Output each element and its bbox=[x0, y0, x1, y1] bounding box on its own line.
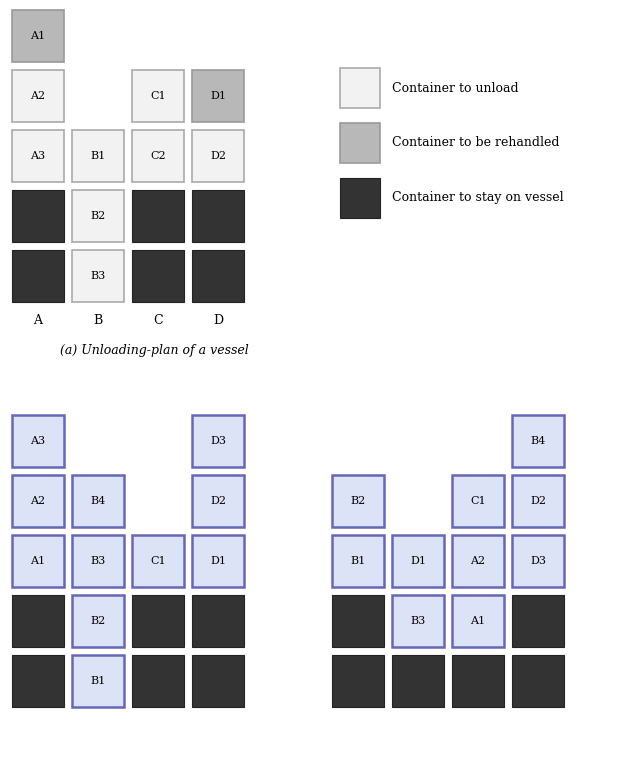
Bar bbox=[192, 655, 244, 707]
Bar bbox=[132, 595, 184, 647]
Text: Container to be rehandled: Container to be rehandled bbox=[392, 137, 559, 150]
Bar bbox=[132, 535, 184, 587]
Bar bbox=[12, 190, 64, 242]
Bar bbox=[192, 475, 244, 527]
Text: D2: D2 bbox=[210, 496, 226, 506]
Text: B2: B2 bbox=[90, 211, 106, 221]
Bar bbox=[12, 475, 64, 527]
Bar bbox=[452, 535, 504, 587]
Text: (a) Unloading-plan of a vessel: (a) Unloading-plan of a vessel bbox=[60, 344, 248, 357]
Bar bbox=[340, 68, 380, 108]
Bar bbox=[192, 190, 244, 242]
Text: B3: B3 bbox=[90, 556, 106, 566]
Text: C1: C1 bbox=[470, 496, 486, 506]
Bar bbox=[12, 70, 64, 122]
Bar bbox=[512, 655, 564, 707]
Bar bbox=[12, 655, 64, 707]
Text: B: B bbox=[93, 313, 102, 326]
Text: C1: C1 bbox=[150, 91, 166, 101]
Text: D3: D3 bbox=[210, 436, 226, 446]
Text: D: D bbox=[213, 313, 223, 326]
Text: D2: D2 bbox=[210, 151, 226, 161]
Text: B3: B3 bbox=[410, 616, 426, 626]
Bar bbox=[72, 190, 124, 242]
Bar bbox=[72, 250, 124, 302]
Bar bbox=[452, 655, 504, 707]
Bar bbox=[332, 655, 384, 707]
Bar bbox=[332, 535, 384, 587]
Text: A1: A1 bbox=[31, 556, 45, 566]
Bar bbox=[392, 655, 444, 707]
Bar bbox=[512, 535, 564, 587]
Text: A2: A2 bbox=[470, 556, 486, 566]
Bar bbox=[72, 595, 124, 647]
Text: B2: B2 bbox=[90, 616, 106, 626]
Text: A3: A3 bbox=[31, 151, 45, 161]
Text: A2: A2 bbox=[31, 496, 45, 506]
Text: Container to stay on vessel: Container to stay on vessel bbox=[392, 192, 564, 205]
Text: C: C bbox=[153, 313, 163, 326]
Text: B1: B1 bbox=[90, 151, 106, 161]
Text: A3: A3 bbox=[31, 436, 45, 446]
Bar bbox=[332, 475, 384, 527]
Text: B3: B3 bbox=[90, 271, 106, 281]
Text: C2: C2 bbox=[150, 151, 166, 161]
Bar bbox=[132, 70, 184, 122]
Bar bbox=[340, 178, 380, 218]
Bar bbox=[192, 595, 244, 647]
Bar bbox=[132, 250, 184, 302]
Bar bbox=[72, 535, 124, 587]
Bar bbox=[192, 70, 244, 122]
Bar bbox=[12, 250, 64, 302]
Text: C1: C1 bbox=[150, 556, 166, 566]
Text: D1: D1 bbox=[410, 556, 426, 566]
Bar bbox=[12, 415, 64, 467]
Text: A1: A1 bbox=[31, 31, 45, 41]
Bar bbox=[392, 595, 444, 647]
Text: B1: B1 bbox=[90, 676, 106, 686]
Text: D1: D1 bbox=[210, 91, 226, 101]
Bar bbox=[12, 595, 64, 647]
Text: D2: D2 bbox=[530, 496, 546, 506]
Text: B1: B1 bbox=[350, 556, 365, 566]
Bar bbox=[192, 535, 244, 587]
Text: B4: B4 bbox=[531, 436, 546, 446]
Bar bbox=[332, 595, 384, 647]
Bar bbox=[512, 475, 564, 527]
Text: B2: B2 bbox=[350, 496, 365, 506]
Text: A1: A1 bbox=[470, 616, 486, 626]
Bar bbox=[192, 415, 244, 467]
Bar bbox=[72, 130, 124, 182]
Bar bbox=[132, 655, 184, 707]
Bar bbox=[12, 10, 64, 62]
Bar bbox=[12, 535, 64, 587]
Text: A2: A2 bbox=[31, 91, 45, 101]
Bar bbox=[512, 595, 564, 647]
Bar bbox=[72, 475, 124, 527]
Bar bbox=[12, 130, 64, 182]
Bar bbox=[132, 130, 184, 182]
Bar bbox=[72, 655, 124, 707]
Text: D1: D1 bbox=[210, 556, 226, 566]
Bar bbox=[512, 415, 564, 467]
Bar bbox=[392, 535, 444, 587]
Text: D3: D3 bbox=[530, 556, 546, 566]
Text: A: A bbox=[33, 313, 42, 326]
Text: Container to unload: Container to unload bbox=[392, 82, 518, 95]
Bar bbox=[132, 190, 184, 242]
Bar bbox=[192, 250, 244, 302]
Text: B4: B4 bbox=[90, 496, 106, 506]
Bar bbox=[452, 475, 504, 527]
Bar bbox=[340, 123, 380, 163]
Bar bbox=[452, 595, 504, 647]
Bar bbox=[192, 130, 244, 182]
